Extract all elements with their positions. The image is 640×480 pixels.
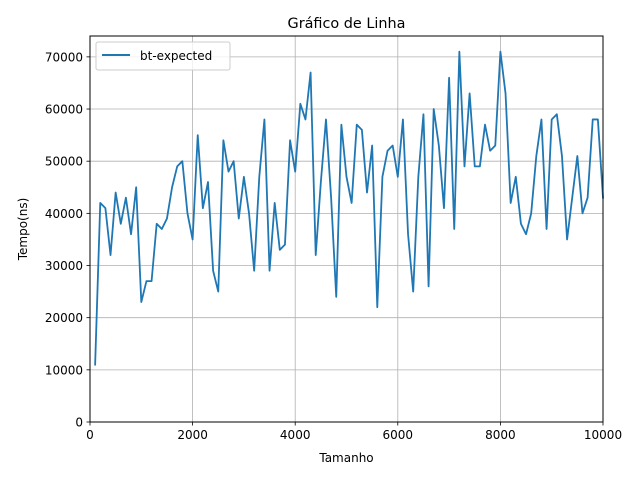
- y-tick-label: 30000: [45, 259, 83, 273]
- x-tick-label: 10000: [584, 428, 622, 442]
- legend: bt-expected: [95, 41, 231, 71]
- plot-series: [94, 50, 604, 366]
- x-tick-label: 6000: [383, 428, 414, 442]
- y-axis: 0 10000 20000 30000 40000 50000 60000 70000: [45, 50, 90, 430]
- chart-title: Gráfico de Linha: [288, 16, 406, 32]
- y-tick-label: 50000: [45, 155, 83, 169]
- y-axis-label: Tempo(ns): [16, 198, 30, 262]
- y-tick-label: 60000: [45, 103, 83, 117]
- y-tick-label: 0: [75, 416, 83, 430]
- legend-box: [95, 41, 231, 71]
- x-axis: 0 2000 4000 6000 8000 10000: [86, 422, 622, 442]
- x-tick-label: 8000: [485, 428, 516, 442]
- y-tick-label: 40000: [45, 207, 83, 221]
- y-tick-label: 70000: [45, 50, 83, 64]
- x-axis-label: Tamanho: [318, 451, 373, 465]
- x-tick-label: 4000: [280, 428, 311, 442]
- legend-label: bt-expected: [140, 49, 212, 63]
- y-tick-label: 10000: [45, 363, 83, 377]
- series-line-bt-expected: [94, 50, 604, 366]
- y-tick-label: 20000: [45, 311, 83, 325]
- x-tick-label: 0: [86, 428, 94, 442]
- x-tick-label: 2000: [177, 428, 208, 442]
- plot-frame: [89, 35, 604, 423]
